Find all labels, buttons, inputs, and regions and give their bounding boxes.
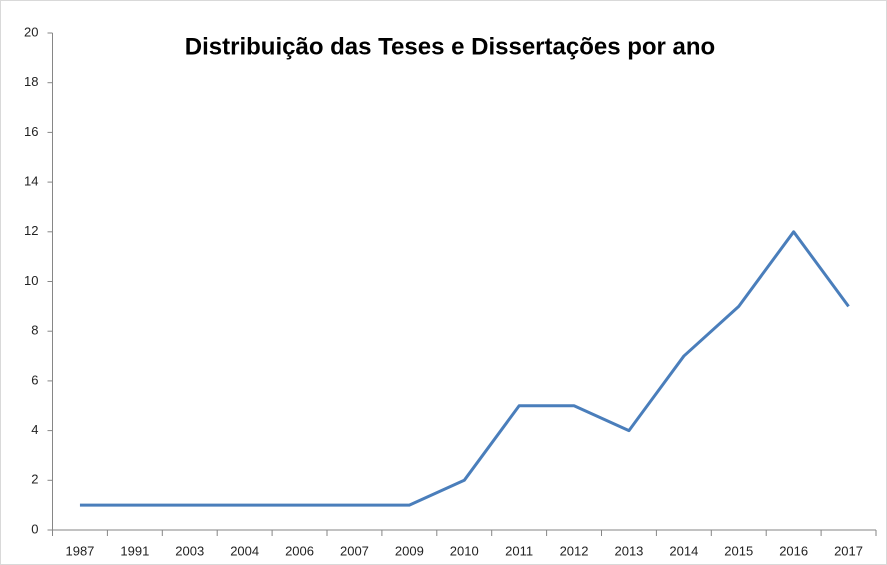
y-tick-label: 8 <box>31 323 38 338</box>
x-tick-label: 2009 <box>395 543 424 558</box>
x-tick-label: 1991 <box>120 543 149 558</box>
chart-title: Distribuição das Teses e Dissertações po… <box>185 33 715 60</box>
data-line <box>79 230 850 507</box>
x-tick-label: 2003 <box>175 543 204 558</box>
x-tick-label: 2004 <box>230 543 259 558</box>
y-tick-label: 20 <box>24 24 38 39</box>
y-tick-label: 10 <box>24 273 38 288</box>
x-tick-label: 2011 <box>505 543 533 558</box>
y-tick-label: 0 <box>31 521 38 536</box>
x-tick-label: 2016 <box>779 543 808 558</box>
y-tick-label: 4 <box>31 422 38 437</box>
y-tick-label: 14 <box>24 174 38 189</box>
x-tick-label: 2010 <box>450 543 479 558</box>
x-tick-label: 2007 <box>340 543 369 558</box>
x-tick-label: 2015 <box>724 543 753 558</box>
y-tick-label: 18 <box>24 74 38 89</box>
y-tick-label: 6 <box>31 372 38 387</box>
y-tick-label: 2 <box>31 472 38 487</box>
x-tick-label: 2014 <box>669 543 698 558</box>
x-tick-label: 2012 <box>560 543 589 558</box>
y-tick-label: 12 <box>24 223 38 238</box>
x-tick-label: 2013 <box>614 543 643 558</box>
x-tick-label: 2006 <box>285 543 314 558</box>
y-tick-label: 16 <box>24 124 38 139</box>
x-tick-label: 1987 <box>65 543 94 558</box>
x-tick-label: 2017 <box>834 543 863 558</box>
